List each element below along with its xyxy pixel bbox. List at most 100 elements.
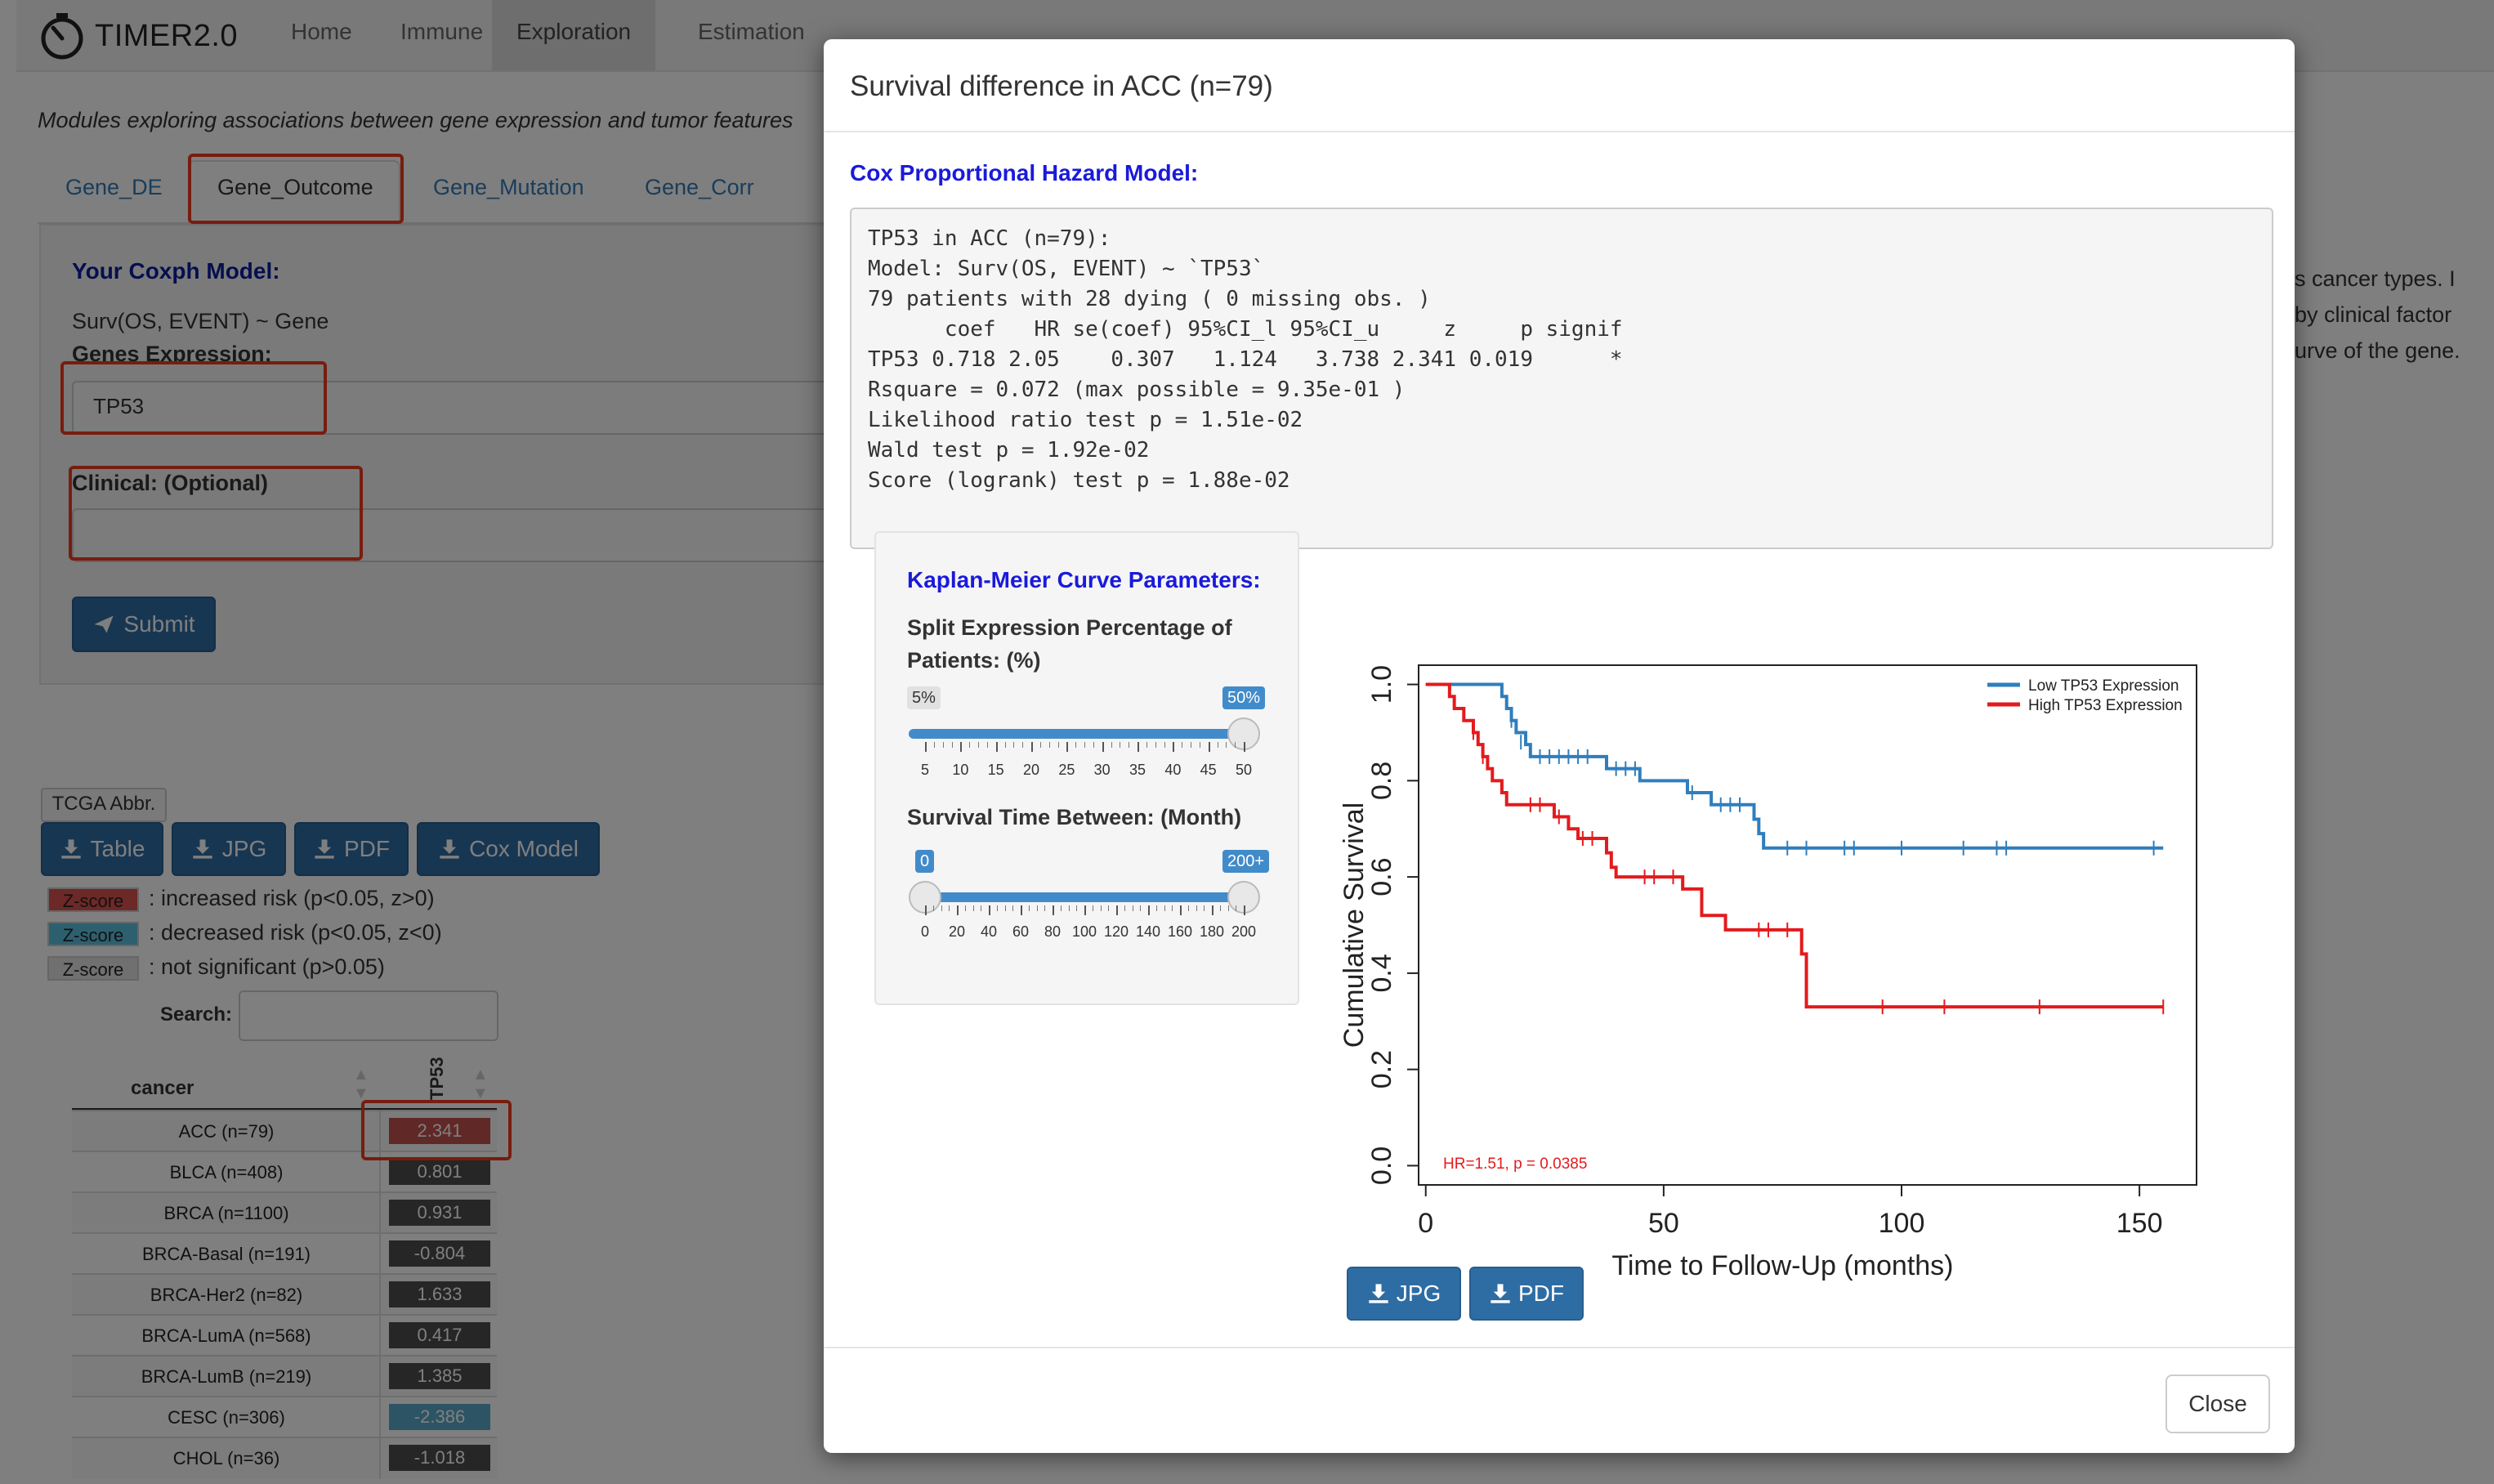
x-tick-label: 100 [1879, 1208, 1925, 1239]
split-slider-handle[interactable] [1227, 717, 1260, 750]
km-download-pdf-label: PDF [1518, 1281, 1564, 1306]
slider-minor-tick [964, 905, 966, 911]
slider-minor-tick [1013, 742, 1015, 748]
slider-tick-label: 180 [1199, 923, 1225, 940]
slider-tick-label: 50 [1235, 762, 1253, 778]
slider-minor-tick [1100, 905, 1102, 911]
slider-minor-tick [949, 905, 950, 911]
y-axis-title: Cumulative Survival [1339, 802, 1370, 1048]
slider-tick-label: 200 [1231, 923, 1257, 940]
hr-annotation: HR=1.51, p = 0.0385 [1443, 1155, 1587, 1173]
slider-tick [1053, 905, 1054, 915]
slider-minor-tick [942, 742, 944, 748]
km-download-pdf-button[interactable]: PDF [1469, 1267, 1584, 1321]
slider-minor-tick [1155, 742, 1156, 748]
cox-output-line: Model: Surv(OS, EVENT) ~ `TP53` [868, 257, 1265, 281]
slider-minor-tick [1057, 742, 1059, 748]
survival-modal: Survival difference in ACC (n=79) Cox Pr… [824, 39, 2295, 1453]
time-max-chip: 200+ [1222, 850, 1270, 873]
cox-output-line: TP53 in ACC (n=79): [868, 226, 1111, 251]
cox-output-line: Wald test p = 1.92e-02 [868, 438, 1150, 463]
slider-tick [1021, 905, 1022, 915]
cox-output-line: 79 patients with 28 dying ( 0 missing ob… [868, 287, 1431, 311]
slider-minor-tick [1146, 742, 1147, 748]
slider-minor-tick [1164, 742, 1165, 748]
slider-tick [989, 905, 990, 915]
x-tick-label: 0 [1418, 1208, 1433, 1239]
download-icon [1369, 1284, 1388, 1303]
slider-tick-label: 120 [1103, 923, 1129, 940]
legend-label: Low TP53 Expression [2028, 677, 2179, 695]
km-curve-low [1425, 682, 2164, 850]
slider-minor-tick [969, 742, 971, 748]
slider-tick [995, 742, 998, 752]
slider-tick-label: 40 [1164, 762, 1182, 778]
slider-minor-tick [1084, 742, 1085, 748]
slider-tick [1102, 742, 1104, 752]
cox-output-line: TP53 0.718 2.05 0.307 1.124 3.738 2.341 … [868, 347, 1623, 372]
slider-minor-tick [1172, 905, 1173, 911]
cox-output-line: Rsquare = 0.072 (max possible = 9.35e-01… [868, 378, 1406, 402]
slider-tick [1031, 742, 1033, 752]
slider-minor-tick [1039, 742, 1041, 748]
split-percentage-label: Split Expression Percentage of Patients:… [907, 615, 1232, 673]
slider-tick-label: 45 [1200, 762, 1217, 778]
close-button[interactable]: Close [2165, 1374, 2270, 1433]
slider-tick-label: 30 [1093, 762, 1111, 778]
slider-minor-tick [941, 905, 942, 911]
x-tick-label: 50 [1648, 1208, 1679, 1239]
slider-tick-label: 15 [987, 762, 1004, 778]
slider-minor-tick [1060, 905, 1062, 911]
slider-tick-label: 35 [1129, 762, 1146, 778]
slider-tick-label: 10 [952, 762, 969, 778]
slider-minor-tick [1036, 905, 1038, 911]
slider-tick-label: 60 [1012, 923, 1030, 940]
slider-minor-tick [972, 905, 974, 911]
cox-model-title: Cox Proportional Hazard Model: [850, 160, 1199, 186]
slider-minor-tick [1093, 742, 1094, 748]
slider-minor-tick [1155, 905, 1157, 911]
slider-minor-tick [933, 742, 935, 748]
slider-tick [1244, 905, 1245, 915]
km-params-title: Kaplan-Meier Curve Parameters: [907, 567, 1261, 592]
time-slider-track[interactable] [927, 892, 1244, 902]
split-min-chip: 5% [907, 686, 941, 709]
y-tick-label: 0.8 [1366, 762, 1397, 800]
slider-minor-tick [986, 742, 988, 748]
slider-tick [1244, 742, 1245, 752]
plot-frame [1418, 664, 2197, 1186]
cox-output-line: Likelihood ratio test p = 1.51e-02 [868, 408, 1303, 432]
slider-tick-label: 5 [920, 762, 930, 778]
y-tick-label: 0.0 [1366, 1147, 1397, 1185]
slider-minor-tick [951, 742, 953, 748]
cox-output-line: Score (logrank) test p = 1.88e-02 [868, 468, 1290, 493]
km-download-jpg-button[interactable]: JPG [1347, 1267, 1461, 1321]
slider-minor-tick [1076, 905, 1078, 911]
slider-tick [1173, 742, 1175, 752]
slider-minor-tick [1196, 905, 1197, 911]
slider-minor-tick [1028, 905, 1030, 911]
slider-minor-tick [978, 742, 979, 748]
slider-minor-tick [1012, 905, 1014, 911]
slider-tick [1148, 905, 1150, 915]
slider-minor-tick [1022, 742, 1024, 748]
time-slider-min-handle[interactable] [909, 881, 941, 914]
legend-label: High TP53 Expression [2028, 697, 2183, 714]
y-tick-label: 0.6 [1366, 857, 1397, 896]
slider-minor-tick [932, 905, 934, 911]
slider-tick-label: 20 [1022, 762, 1040, 778]
y-tick-label: 0.2 [1366, 1050, 1397, 1088]
split-slider-track[interactable] [909, 729, 1244, 739]
slider-tick [1137, 742, 1139, 752]
slider-minor-tick [1111, 742, 1112, 748]
download-icon [1491, 1284, 1510, 1303]
slider-tick [925, 905, 927, 915]
modal-header: Survival difference in ACC (n=79) [824, 39, 2295, 132]
km-plot: 0 50 100 150 0.0 0.2 0.4 0.6 0.8 1.0 Time to Follo… [1330, 562, 2278, 1281]
slider-minor-tick [1219, 905, 1221, 911]
modal-title: Survival difference in ACC (n=79) [850, 70, 1273, 102]
slider-tick [1066, 742, 1069, 752]
cox-output: TP53 in ACC (n=79): Model: Surv(OS, EVENT… [850, 208, 2273, 549]
slider-minor-tick [1068, 905, 1070, 911]
slider-minor-tick [1164, 905, 1165, 911]
